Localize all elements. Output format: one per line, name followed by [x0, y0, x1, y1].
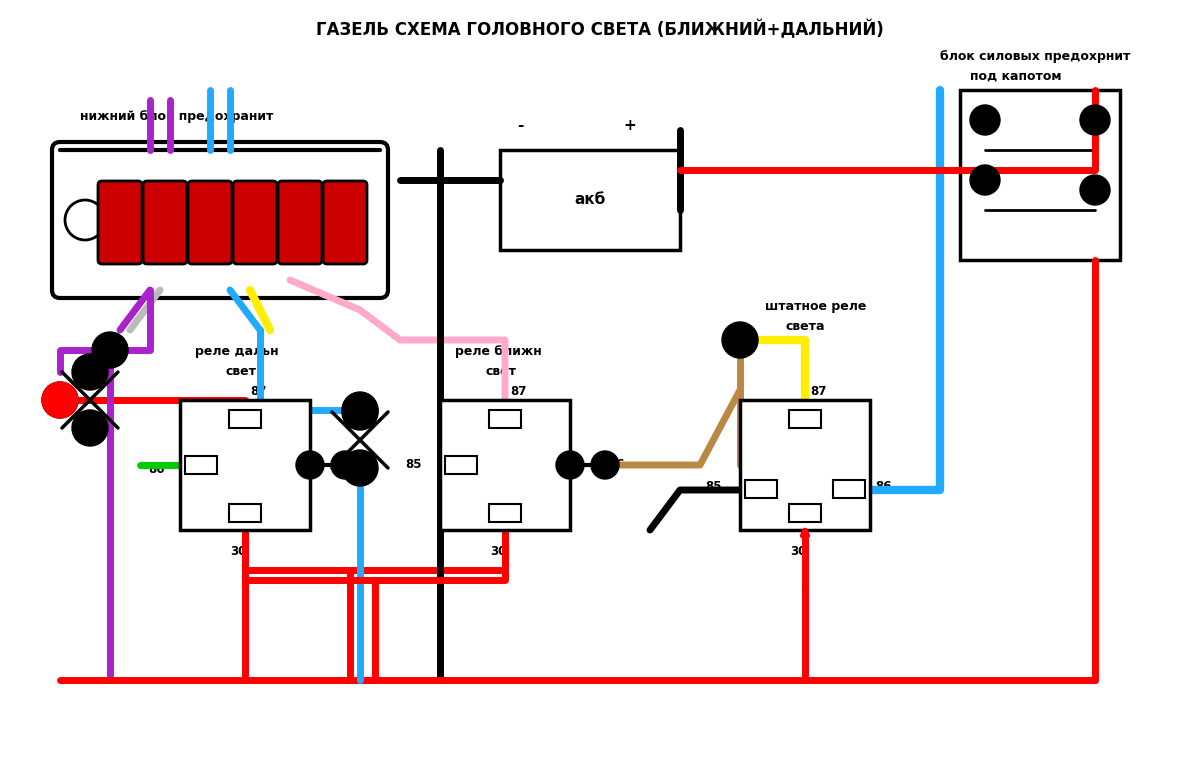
Text: свет: свет — [485, 365, 516, 378]
Bar — [229, 504, 262, 522]
Bar — [229, 410, 262, 428]
Bar — [185, 456, 217, 474]
Circle shape — [342, 392, 378, 428]
Text: 85: 85 — [406, 458, 421, 471]
Circle shape — [42, 382, 78, 418]
Circle shape — [42, 382, 78, 418]
Circle shape — [1080, 105, 1110, 135]
FancyBboxPatch shape — [143, 181, 187, 264]
Circle shape — [970, 105, 1000, 135]
Bar — [490, 504, 521, 522]
Text: света: света — [785, 320, 824, 333]
Circle shape — [65, 200, 106, 240]
Bar — [790, 410, 821, 428]
FancyBboxPatch shape — [52, 142, 388, 298]
Text: блок силовых предохрнит: блок силовых предохрнит — [940, 50, 1130, 63]
FancyBboxPatch shape — [278, 181, 322, 264]
Circle shape — [72, 410, 108, 446]
Text: -: - — [517, 118, 523, 133]
Text: +: + — [624, 118, 636, 133]
FancyBboxPatch shape — [188, 181, 232, 264]
Circle shape — [722, 322, 758, 358]
Text: 30: 30 — [790, 545, 806, 558]
Bar — [745, 480, 778, 498]
Bar — [490, 410, 521, 428]
Text: 86: 86 — [608, 458, 624, 471]
Text: акб: акб — [575, 193, 606, 207]
Bar — [833, 480, 865, 498]
Bar — [500, 150, 680, 250]
Text: 85: 85 — [706, 480, 721, 493]
Circle shape — [556, 451, 584, 479]
Text: 30: 30 — [490, 545, 506, 558]
Circle shape — [92, 332, 128, 368]
Text: ГАЗЕЛЬ СХЕМА ГОЛОВНОГО СВЕТА (БЛИЖНИЙ+ДАЛЬНИЙ): ГАЗЕЛЬ СХЕМА ГОЛОВНОГО СВЕТА (БЛИЖНИЙ+ДА… — [316, 20, 884, 40]
Bar — [180, 400, 310, 530]
FancyBboxPatch shape — [233, 181, 277, 264]
Circle shape — [331, 451, 359, 479]
Text: реле дальн: реле дальн — [194, 345, 278, 358]
Text: штатное реле: штатное реле — [766, 300, 866, 313]
Text: 87: 87 — [250, 385, 266, 398]
Circle shape — [342, 450, 378, 486]
Text: 30: 30 — [230, 545, 246, 558]
Circle shape — [296, 451, 324, 479]
Bar — [445, 456, 478, 474]
Text: 85: 85 — [348, 458, 365, 471]
Circle shape — [592, 451, 619, 479]
Text: 86: 86 — [148, 463, 164, 476]
Text: 86: 86 — [875, 480, 892, 493]
Circle shape — [970, 165, 1000, 195]
Text: свет: свет — [226, 365, 256, 378]
Text: нижний блок предохранит: нижний блок предохранит — [80, 110, 274, 123]
Circle shape — [1080, 175, 1110, 205]
Text: реле ближн: реле ближн — [455, 345, 541, 358]
Text: 87: 87 — [810, 385, 827, 398]
Text: 87: 87 — [510, 385, 527, 398]
FancyBboxPatch shape — [98, 181, 142, 264]
Bar — [960, 90, 1120, 260]
Bar — [740, 400, 870, 530]
Bar — [440, 400, 570, 530]
FancyBboxPatch shape — [323, 181, 367, 264]
Circle shape — [72, 354, 108, 390]
Text: под капотом: под капотом — [970, 70, 1062, 83]
Bar — [790, 504, 821, 522]
Circle shape — [342, 394, 378, 430]
